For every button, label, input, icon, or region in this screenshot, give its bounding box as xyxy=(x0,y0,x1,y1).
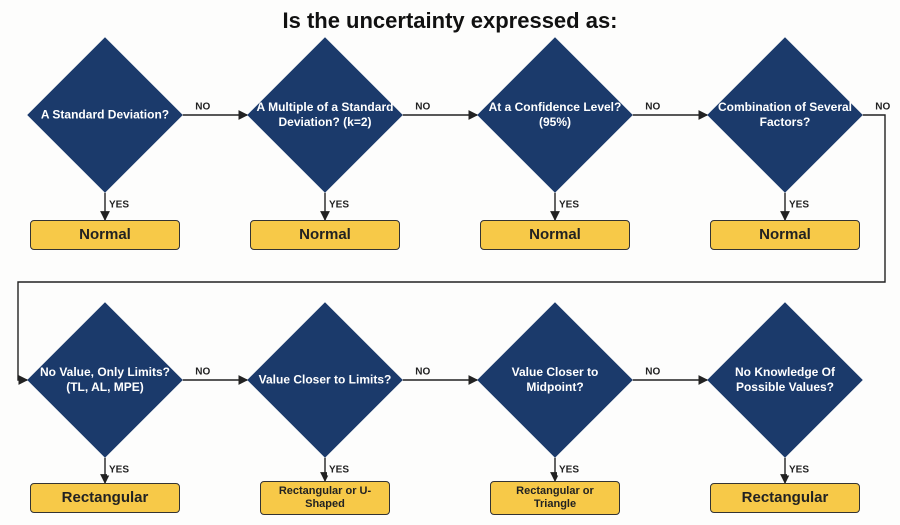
outcome-o4: Normal xyxy=(710,220,860,250)
decision-d3: At a Confidence Level? (95%) xyxy=(500,60,610,170)
page-title: Is the uncertainty expressed as: xyxy=(0,8,900,34)
edge-label-no: NO xyxy=(643,367,662,378)
edge-label-yes: YES xyxy=(327,464,351,475)
outcome-o7: Rectangular or Triangle xyxy=(490,481,620,515)
outcome-o5: Rectangular xyxy=(30,483,180,513)
outcome-o2: Normal xyxy=(250,220,400,250)
decision-d4: Combination of Several Factors? xyxy=(730,60,840,170)
edge-label-no: NO xyxy=(643,102,662,113)
edge-label-yes: YES xyxy=(787,199,811,210)
decision-d5: No Value, Only Limits? (TL, AL, MPE) xyxy=(50,325,160,435)
outcome-o1: Normal xyxy=(30,220,180,250)
edge-label-no: NO xyxy=(413,102,432,113)
decision-d6: Value Closer to Limits? xyxy=(270,325,380,435)
edge-label-no: NO xyxy=(873,102,892,113)
outcome-o6: Rectangular or U-Shaped xyxy=(260,481,390,515)
outcome-o3: Normal xyxy=(480,220,630,250)
edge-label-yes: YES xyxy=(787,464,811,475)
edge-label-no: NO xyxy=(193,102,212,113)
decision-d7: Value Closer to Midpoint? xyxy=(500,325,610,435)
edge-label-yes: YES xyxy=(557,464,581,475)
edge-label-yes: YES xyxy=(107,464,131,475)
decision-d8: No Knowledge Of Possible Values? xyxy=(730,325,840,435)
edge-label-yes: YES xyxy=(557,199,581,210)
outcome-o8: Rectangular xyxy=(710,483,860,513)
decision-d1: A Standard Deviation? xyxy=(50,60,160,170)
edge-label-no: NO xyxy=(413,367,432,378)
edge-label-yes: YES xyxy=(107,199,131,210)
decision-d2: A Multiple of a Standard Deviation? (k=2… xyxy=(270,60,380,170)
edge-label-yes: YES xyxy=(327,199,351,210)
edge-label-no: NO xyxy=(193,367,212,378)
